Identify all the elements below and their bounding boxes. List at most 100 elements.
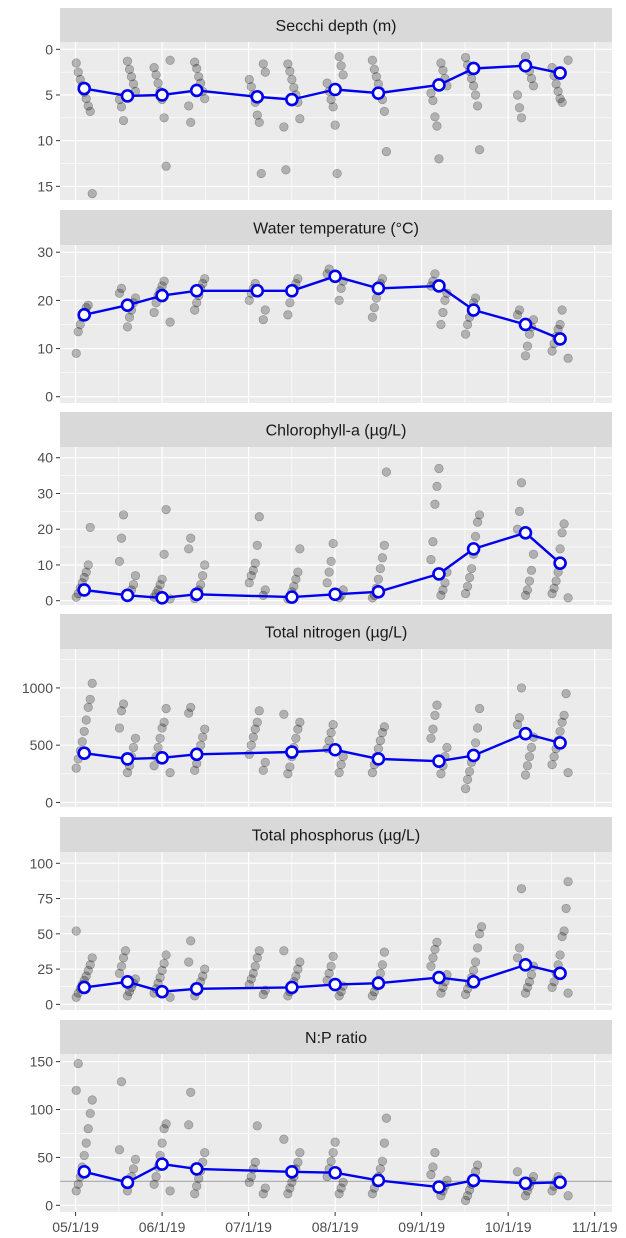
y-tick-label: 500 xyxy=(30,737,54,753)
data-point xyxy=(334,295,344,305)
y-tick-label: 75 xyxy=(37,891,53,907)
data-point xyxy=(428,953,438,963)
data-point xyxy=(73,327,83,337)
data-point xyxy=(367,991,377,1001)
data-point xyxy=(184,708,194,718)
data-point xyxy=(116,283,127,293)
data-point xyxy=(516,683,527,693)
data-point xyxy=(520,770,531,780)
mean-marker xyxy=(250,283,265,298)
data-point xyxy=(328,1148,338,1158)
data-point xyxy=(472,723,483,733)
data-point xyxy=(474,703,485,714)
mean-marker xyxy=(77,746,92,760)
data-point xyxy=(559,519,569,529)
mean-marker xyxy=(371,752,386,766)
data-point xyxy=(520,590,531,600)
data-point xyxy=(563,55,573,65)
data-point xyxy=(295,957,305,967)
mean-marker xyxy=(371,281,386,296)
data-point xyxy=(116,102,127,112)
data-point xyxy=(184,1120,194,1130)
data-point xyxy=(472,101,483,111)
data-point xyxy=(118,510,129,520)
data-point xyxy=(83,965,93,976)
data-point xyxy=(330,120,340,130)
y-tick-label: 15 xyxy=(37,178,53,194)
data-point xyxy=(377,1156,387,1166)
x-tick-label: 05/1/19 xyxy=(52,1219,99,1235)
mean-marker xyxy=(553,966,567,981)
x-tick-label: 09/1/19 xyxy=(398,1219,445,1235)
data-point xyxy=(472,943,483,953)
data-point xyxy=(186,702,196,712)
data-point xyxy=(468,965,479,976)
data-point xyxy=(114,968,125,978)
data-point xyxy=(149,1179,159,1189)
data-point xyxy=(252,1121,262,1131)
data-point xyxy=(547,760,557,770)
data-point xyxy=(547,982,557,993)
mean-marker xyxy=(328,587,342,602)
data-point xyxy=(438,585,448,595)
facet-strip xyxy=(60,1020,612,1054)
data-point xyxy=(281,165,291,175)
data-point xyxy=(83,702,93,712)
mean-marker xyxy=(518,958,533,972)
data-point xyxy=(122,322,133,332)
data-point xyxy=(260,305,270,315)
facet-strip xyxy=(60,412,612,447)
data-point xyxy=(285,66,295,76)
mean-marker xyxy=(189,83,204,98)
data-point xyxy=(522,585,533,595)
data-point xyxy=(283,769,293,779)
data-point xyxy=(73,67,83,77)
data-point xyxy=(436,58,446,68)
mean-marker xyxy=(77,583,92,597)
data-point xyxy=(291,971,301,981)
data-point xyxy=(426,733,436,743)
facet-strip xyxy=(60,614,612,649)
mean-marker xyxy=(155,984,169,999)
data-point xyxy=(336,61,346,71)
y-tick-label: 0 xyxy=(45,389,53,405)
data-point xyxy=(250,724,260,734)
data-point xyxy=(512,90,523,100)
x-axis: 05/1/19 06/1/19 07/1/19 08/1/19 09/1/19 10/1/… xyxy=(52,1212,618,1235)
data-point xyxy=(295,544,305,554)
data-point xyxy=(198,571,208,581)
data-point xyxy=(258,59,268,69)
data-point xyxy=(159,276,169,286)
data-point xyxy=(555,544,565,554)
data-point xyxy=(381,146,391,157)
mean-marker xyxy=(120,89,135,103)
data-point xyxy=(375,1164,385,1174)
data-point xyxy=(260,585,270,595)
data-point xyxy=(371,72,381,82)
facet-title: Total phosphorus (µg/L) xyxy=(252,828,420,845)
mean-marker xyxy=(285,1164,299,1179)
data-point xyxy=(287,74,297,85)
data-point xyxy=(462,1191,473,1201)
data-point xyxy=(377,727,387,738)
data-point xyxy=(426,88,436,98)
data-point xyxy=(81,1138,91,1148)
data-point xyxy=(81,567,91,577)
data-point xyxy=(326,961,336,971)
data-point xyxy=(192,1181,202,1191)
y-tick-label: 1000 xyxy=(22,680,53,696)
data-point xyxy=(369,64,379,74)
y-tick-label: 30 xyxy=(37,244,53,260)
data-point xyxy=(526,565,537,575)
data-point xyxy=(248,732,258,742)
data-point xyxy=(522,982,533,993)
data-point xyxy=(128,1164,139,1174)
data-point xyxy=(116,961,127,971)
data-point xyxy=(155,972,165,983)
mean-marker xyxy=(371,976,386,990)
mean-marker xyxy=(466,974,481,989)
data-point xyxy=(430,269,440,279)
data-point xyxy=(186,117,196,127)
mean-marker xyxy=(155,591,169,605)
data-point xyxy=(332,168,342,179)
